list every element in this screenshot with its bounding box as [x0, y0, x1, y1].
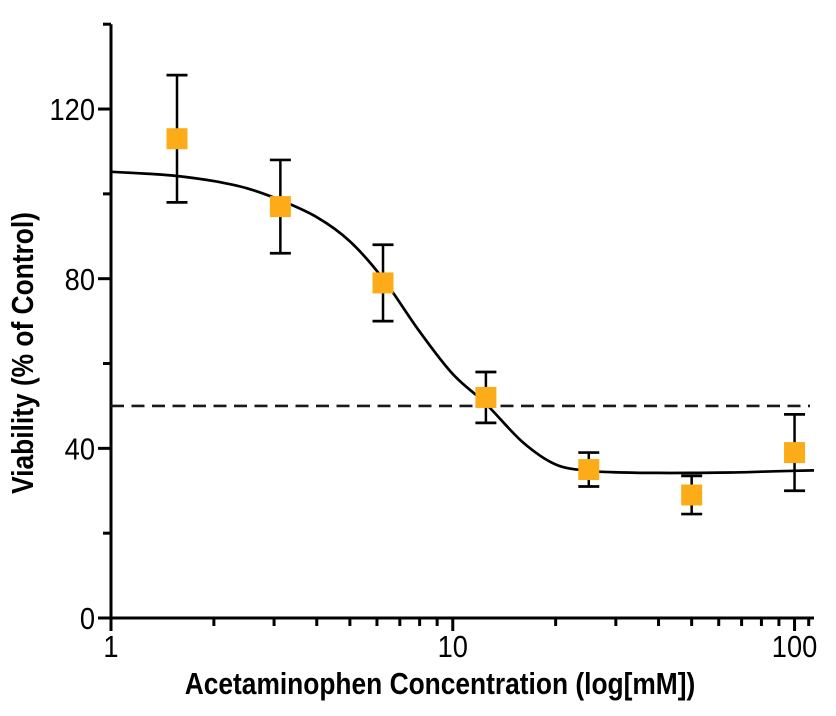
y-tick-label: 80	[65, 263, 95, 297]
y-tick-label: 0	[80, 603, 95, 637]
data-point-square	[578, 459, 600, 481]
x-axis-title: Acetaminophen Concentration (log[mM])	[185, 667, 696, 701]
data-point-square	[269, 196, 291, 218]
data-point-square	[372, 272, 394, 294]
axes	[98, 22, 814, 631]
y-axis-title: Viability (% of Control)	[6, 212, 40, 494]
x-tick-label: 100	[772, 630, 818, 664]
dose-response-fit-curve	[110, 170, 815, 475]
error-bars	[166, 73, 806, 516]
data-point-square	[475, 386, 497, 408]
x-tick-label: 10	[438, 630, 468, 664]
data-markers	[166, 128, 806, 506]
data-point-square	[784, 442, 806, 464]
data-point-square	[681, 484, 703, 506]
y-tick-label: 40	[65, 433, 95, 467]
fit-curve	[110, 170, 815, 475]
x-tick-label: 1	[103, 630, 118, 664]
y-tick-label: 120	[49, 94, 95, 128]
data-point-square	[166, 128, 188, 150]
